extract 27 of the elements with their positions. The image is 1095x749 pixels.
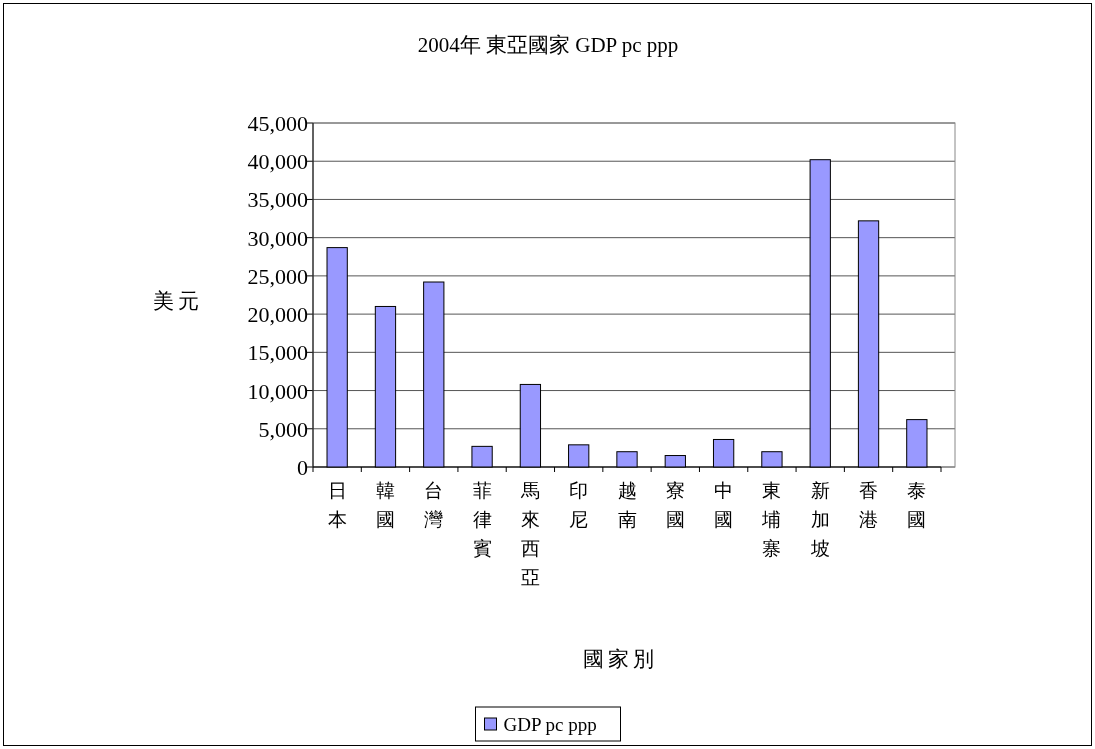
x-tick-label: 新加坡 [809, 480, 830, 559]
x-tick-label: 日本 [327, 480, 347, 530]
y-tick-label: 45,000 [247, 111, 308, 136]
x-tick-label: 東埔寨 [761, 480, 782, 559]
x-tick-label: 馬來西亞 [519, 480, 540, 588]
x-tick-label: 越南 [617, 480, 637, 530]
x-tick-label: 台灣 [424, 480, 444, 530]
y-tick-label: 20,000 [247, 302, 308, 328]
y-tick-label: 30,000 [247, 225, 308, 251]
x-tick-label: 泰國 [907, 480, 927, 530]
y-tick-label: 10,000 [247, 378, 308, 404]
x-axis-title: 國家別 [582, 647, 658, 671]
x-tick-label: 中國 [714, 480, 734, 530]
x-tick-label: 印尼 [569, 480, 589, 530]
y-tick-label: 40,000 [247, 149, 308, 175]
x-tick-label: 寮國 [665, 480, 685, 530]
y-tick-label: 35,000 [247, 187, 308, 213]
y-tick-label: 0 [297, 455, 308, 480]
y-tick-label: 5,000 [258, 416, 308, 442]
y-tick-label: 25,000 [247, 263, 308, 289]
legend-label: GDP pc ppp [503, 714, 597, 735]
chart-title: 2004年 東亞國家 GDP pc ppp [417, 33, 679, 57]
x-tick-label: 香港 [859, 480, 879, 530]
x-tick-label: 韓國 [375, 480, 395, 530]
y-axis-title: 美元 [153, 289, 203, 313]
x-tick-label: 菲律賓 [472, 480, 492, 559]
y-tick-label: 15,000 [247, 340, 308, 366]
